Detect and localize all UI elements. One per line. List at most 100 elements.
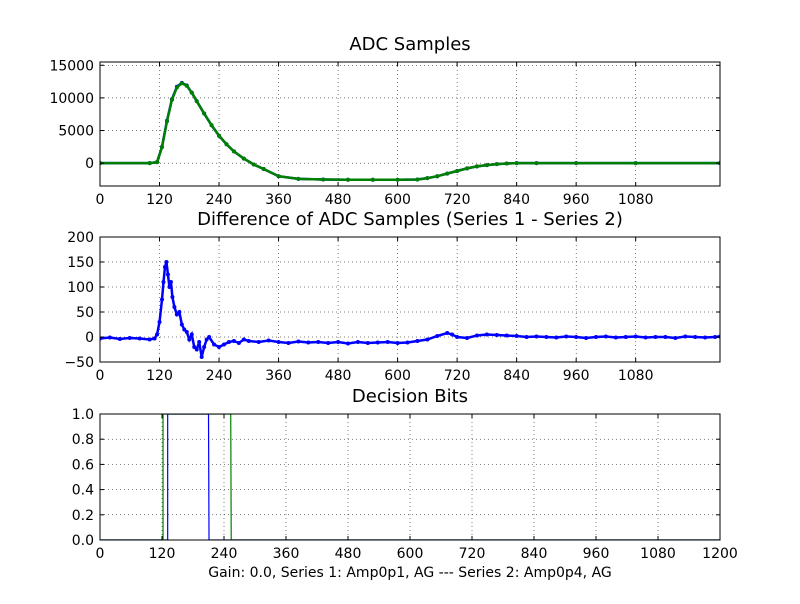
data-point — [117, 337, 122, 341]
data-point — [564, 334, 569, 339]
y-tick-label: 1.0 — [72, 407, 94, 423]
data-point — [445, 331, 450, 335]
y-tick-label: 0.8 — [72, 432, 94, 448]
x-tick-label: 1080 — [618, 192, 654, 208]
series-line — [100, 414, 720, 540]
data-point — [241, 337, 246, 342]
x-tick-label: 480 — [325, 192, 352, 208]
data-point — [474, 333, 479, 338]
y-tick-label: 0 — [85, 330, 94, 346]
data-point — [306, 340, 311, 345]
y-tick-label: 0 — [85, 156, 94, 172]
data-point — [355, 340, 360, 344]
data-point — [693, 335, 698, 339]
data-point — [504, 161, 509, 166]
x-tick-label: 480 — [335, 546, 362, 562]
data-point — [155, 332, 160, 337]
plot-frame — [99, 413, 721, 541]
y-tick-label: 15000 — [49, 58, 94, 74]
data-point — [395, 177, 400, 182]
data-point — [425, 176, 430, 181]
data-point — [169, 97, 174, 102]
x-tick-label: 480 — [325, 368, 352, 384]
data-point — [184, 83, 189, 88]
data-point — [164, 119, 169, 124]
x-tick-label: 240 — [206, 368, 233, 384]
data-point — [209, 123, 214, 128]
data-point — [346, 177, 350, 182]
x-tick-label: 1080 — [640, 546, 676, 562]
data-point — [296, 176, 301, 181]
x-tick-label: 960 — [563, 368, 590, 384]
data-point — [574, 161, 579, 166]
x-tick-label: 0 — [96, 192, 105, 208]
data-point — [162, 265, 167, 269]
x-tick-label: 720 — [444, 192, 471, 208]
chart-panel-3: Decision Bits 0 120 240 360 480 600 720 840 960 10… — [72, 386, 738, 562]
y-tick-label: 0.4 — [72, 483, 94, 499]
data-point — [673, 336, 678, 340]
series-1 — [100, 414, 720, 540]
data-point — [251, 162, 256, 167]
chart-panel-2: Difference of ADC Samples (Series 1 - Se… — [64, 209, 721, 384]
x-tick-label: 720 — [444, 368, 471, 384]
data-point — [197, 340, 202, 344]
x-tick-label: 840 — [503, 368, 530, 384]
data-point — [484, 332, 489, 337]
data-point — [435, 334, 440, 338]
chart-title: ADC Samples — [349, 34, 470, 55]
data-point — [189, 332, 194, 337]
x-tick-label: 960 — [583, 546, 610, 562]
data-point — [212, 342, 217, 347]
data-point — [174, 85, 179, 90]
data-point — [182, 327, 187, 332]
data-point — [222, 342, 226, 347]
data-point — [594, 335, 598, 339]
x-tick-label: 360 — [273, 546, 300, 562]
data-point — [514, 161, 519, 166]
data-point — [202, 345, 207, 349]
data-point — [494, 162, 499, 167]
data-point — [161, 280, 166, 284]
data-point — [544, 335, 549, 339]
data-point — [623, 335, 628, 339]
data-point — [167, 285, 172, 289]
data-point — [405, 340, 410, 345]
data-point — [365, 341, 370, 345]
data-point — [395, 341, 400, 345]
x-tick-label: 0 — [96, 368, 105, 384]
data-point — [165, 272, 170, 277]
data-point — [187, 337, 192, 342]
data-point — [484, 163, 489, 168]
data-point — [276, 340, 281, 344]
x-tick-label: 840 — [521, 546, 548, 562]
data-point — [465, 336, 470, 340]
data-point — [633, 161, 638, 166]
data-point — [375, 340, 380, 345]
data-point — [177, 310, 182, 314]
figure-footer: Gain: 0.0, Series 1: Amp0p1, AG --- Seri… — [208, 565, 612, 581]
data-point — [336, 340, 341, 344]
data-point — [152, 336, 157, 341]
data-point — [172, 305, 177, 309]
data-point — [207, 335, 212, 339]
chart-panel-1: ADC Samples 0 120 240 360 480 600 720 840 960 1080… — [49, 34, 721, 208]
data-point — [170, 295, 175, 299]
chart-title: Difference of ADC Samples (Series 1 - Se… — [197, 209, 623, 230]
data-point — [653, 335, 658, 339]
x-tick-label: 600 — [384, 368, 411, 384]
x-tick-label: 240 — [206, 192, 233, 208]
data-point — [683, 334, 688, 339]
data-point — [584, 336, 589, 340]
series-line — [100, 81, 720, 182]
data-point — [425, 337, 430, 342]
y-tick-label: −50 — [64, 355, 94, 371]
x-tick-label: 600 — [397, 546, 424, 562]
y-tick-label: 200 — [67, 230, 94, 246]
series-line — [100, 81, 720, 182]
data-point — [241, 156, 246, 161]
data-point — [633, 334, 638, 339]
data-point — [160, 297, 164, 302]
series-1 — [100, 260, 720, 359]
